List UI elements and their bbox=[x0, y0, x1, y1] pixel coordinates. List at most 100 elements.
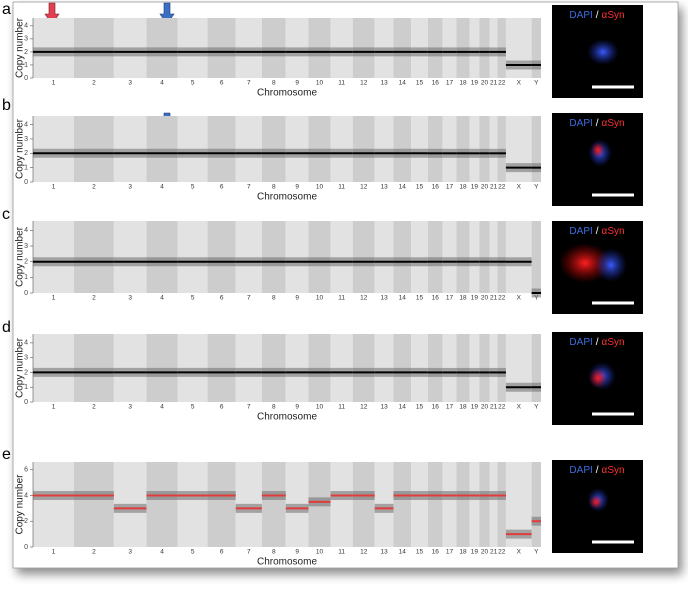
chromosome-band bbox=[33, 462, 75, 547]
panel-letter: e bbox=[2, 446, 11, 463]
cell bbox=[589, 495, 603, 509]
chromosome-band bbox=[261, 462, 286, 547]
y-tick-label: 0 bbox=[24, 544, 28, 551]
y-tick-label: 3 bbox=[24, 136, 28, 143]
chromosome-label: 14 bbox=[399, 404, 407, 411]
y-axis-label: Copy number bbox=[15, 17, 26, 78]
chromosome-band bbox=[479, 462, 490, 547]
chromosome-label: 8 bbox=[272, 184, 276, 191]
chromosome-label: 22 bbox=[498, 404, 506, 411]
chromosome-label: 12 bbox=[360, 80, 368, 87]
panel: c1 2 3 4 5 6 7 8 9 10 11 12 13 14 15 16 17 18 19 20 21 22 X Y01… bbox=[2, 206, 643, 314]
chromosome-label: 21 bbox=[490, 549, 498, 556]
chromosome-band bbox=[74, 462, 114, 547]
chromosome-label: 22 bbox=[498, 295, 506, 302]
chromosome-label: 15 bbox=[416, 404, 424, 411]
chromosome-label: 4 bbox=[160, 404, 164, 411]
chromosome-band bbox=[531, 116, 541, 182]
y-tick-label: 4 bbox=[24, 492, 28, 499]
y-tick-label: 0 bbox=[24, 75, 28, 82]
y-tick-label: 0 bbox=[24, 179, 28, 186]
image-caption: DAPI / αSyn bbox=[569, 465, 624, 476]
y-axis-label: Copy number bbox=[15, 118, 26, 179]
chromosome-label: 21 bbox=[490, 80, 498, 87]
chromosome-label: 11 bbox=[338, 404, 345, 411]
chromosome-label: Y bbox=[534, 80, 539, 87]
chromosome-label: 8 bbox=[272, 404, 276, 411]
caption-separator: / bbox=[596, 10, 599, 21]
chromosome-label: 21 bbox=[490, 404, 498, 411]
chromosome-label: 22 bbox=[498, 80, 506, 87]
chromosome-label: 13 bbox=[380, 295, 388, 302]
chromosome-label: 8 bbox=[272, 295, 276, 302]
panel-letter: b bbox=[2, 97, 11, 114]
y-tick-label: 4 bbox=[24, 121, 28, 128]
y-axis-label: Copy number bbox=[15, 226, 26, 287]
chromosome-label: 10 bbox=[316, 295, 324, 302]
chromosome-label: 19 bbox=[471, 404, 479, 411]
chromosome-label: 10 bbox=[316, 80, 324, 87]
chromosome-label: Y bbox=[534, 404, 539, 411]
chromosome-label: 17 bbox=[446, 549, 454, 556]
caption-stain2: αSyn bbox=[602, 226, 625, 237]
chromosome-label: X bbox=[517, 549, 522, 556]
caption-stain2: αSyn bbox=[602, 10, 625, 21]
chromosome-label: 7 bbox=[247, 404, 251, 411]
chromosome-label: Y bbox=[534, 295, 539, 302]
chromosome-label: 22 bbox=[498, 184, 506, 191]
caption-stain1: DAPI bbox=[569, 226, 592, 237]
chromosome-label: 16 bbox=[432, 295, 440, 302]
chromosome-band bbox=[427, 221, 443, 293]
chromosome-band bbox=[177, 221, 208, 293]
chromosome-label: 18 bbox=[459, 549, 467, 556]
chromosome-band bbox=[146, 462, 178, 547]
chromosome-band bbox=[352, 462, 375, 547]
caption-separator: / bbox=[596, 465, 599, 476]
chromosome-label: 19 bbox=[471, 80, 479, 87]
chromosome-label: X bbox=[517, 184, 522, 191]
chromosome-label: 6 bbox=[220, 184, 224, 191]
panel-letter: c bbox=[2, 206, 10, 223]
chromosome-label: 16 bbox=[432, 80, 440, 87]
chromosome-band bbox=[531, 18, 541, 78]
chromosome-band bbox=[330, 462, 353, 547]
y-tick-label: 4 bbox=[24, 23, 28, 30]
chromosome-band bbox=[33, 221, 75, 293]
caption-stain1: DAPI bbox=[569, 337, 592, 348]
y-axis-label: Copy number bbox=[15, 337, 26, 398]
chromosome-label: 14 bbox=[399, 80, 407, 87]
chromosome-label: 20 bbox=[481, 295, 489, 302]
y-tick-label: 3 bbox=[24, 243, 28, 250]
y-tick-label: 1 bbox=[24, 62, 28, 69]
panel: d1 2 3 4 5 6 7 8 9 10 11 12 13 14 15 16 17 18 19 20 21 22 X Y01… bbox=[2, 319, 643, 425]
chromosome-label: 5 bbox=[191, 295, 195, 302]
chromosome-label: 20 bbox=[481, 80, 489, 87]
chromosome-label: 5 bbox=[191, 184, 195, 191]
chromosome-label: 4 bbox=[160, 549, 164, 556]
chromosome-label: 6 bbox=[220, 295, 224, 302]
panel: e1 2 3 4 5 6 7 8 9 10 11 12 13 14 15 16 17 18 19 20 21 22 X Y02… bbox=[2, 446, 643, 568]
chromosome-label: 14 bbox=[399, 184, 407, 191]
chromosome-label: 15 bbox=[416, 295, 424, 302]
y-tick-label: 2 bbox=[24, 150, 28, 157]
chromosome-band bbox=[497, 221, 506, 293]
chromosome-label: 7 bbox=[247, 549, 251, 556]
chromosome-band bbox=[469, 462, 480, 547]
chromosome-label: 17 bbox=[446, 295, 454, 302]
x-axis-label: Chromosome bbox=[257, 88, 317, 99]
chromosome-band bbox=[207, 221, 236, 293]
caption-stain1: DAPI bbox=[569, 118, 592, 129]
chromosome-label: 10 bbox=[316, 184, 324, 191]
chromosome-label: 9 bbox=[295, 295, 299, 302]
y-tick-label: 2 bbox=[24, 49, 28, 56]
y-tick-label: 3 bbox=[24, 36, 28, 43]
chromosome-label: 15 bbox=[416, 184, 424, 191]
chromosome-label: 10 bbox=[316, 549, 324, 556]
caption-separator: / bbox=[596, 118, 599, 129]
cell bbox=[595, 248, 627, 282]
chromosome-label: 15 bbox=[416, 80, 424, 87]
y-tick-label: 1 bbox=[24, 164, 28, 171]
chromosome-label: 1 bbox=[52, 295, 56, 302]
chromosome-band bbox=[456, 462, 470, 547]
